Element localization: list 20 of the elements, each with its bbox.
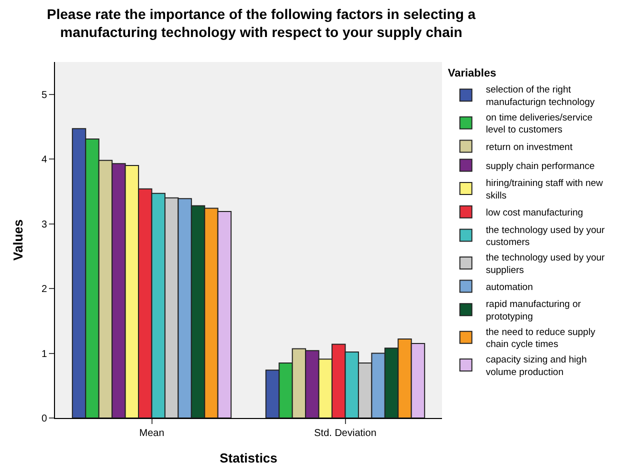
legend-label: on time deliveries/service level to customers — [486, 112, 593, 136]
legend-label: return on investment — [486, 142, 573, 153]
x-tick-label: Std. Deviation — [314, 428, 376, 439]
y-tick-label: 5 — [41, 90, 48, 101]
legend-label: hiring/training staff with new skills — [486, 178, 604, 202]
y-tick-label: 3 — [41, 219, 48, 230]
legend-label: capacity sizing and high volume production — [486, 354, 587, 378]
y-tick-label: 1 — [41, 348, 48, 360]
x-tick-label: Mean — [139, 428, 164, 439]
legend-label: the technology used by your suppliers — [486, 252, 605, 276]
y-tick-label: 4 — [41, 154, 48, 166]
x-axis-title: Statistics — [220, 450, 278, 466]
y-tick-label: 2 — [41, 284, 48, 296]
y-axis-title: Values — [10, 219, 26, 261]
legend-label: supply chain performance — [486, 160, 595, 172]
chart-title: Please rate the importance of the following factors in selecting a manufacturing technology with respect to your supply chain — [46, 6, 476, 40]
legend-title: Variables — [448, 67, 496, 80]
legend-label: low cost manufacturing — [486, 208, 584, 219]
legend-label: automation — [486, 282, 533, 294]
y-tick-label: 0 — [41, 414, 48, 424]
